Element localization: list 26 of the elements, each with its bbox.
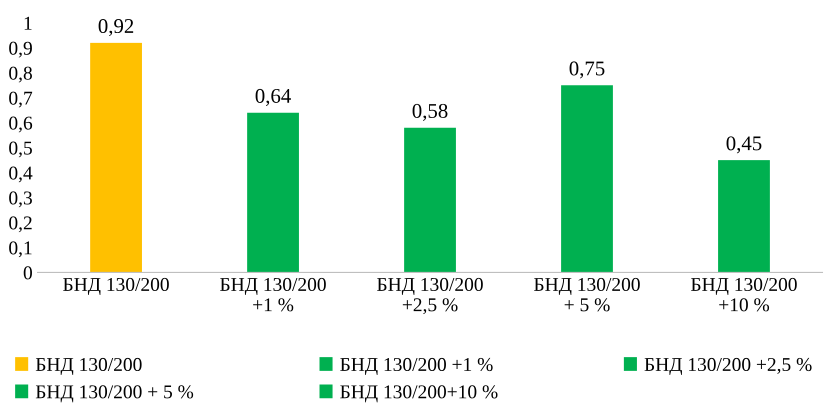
data-label: 0,45 bbox=[726, 136, 762, 154]
y-tick-label: 0,5 bbox=[9, 141, 32, 158]
y-tick-label: 0,6 bbox=[9, 116, 32, 132]
y-tick-label: 0,8 bbox=[9, 66, 32, 83]
legend-label: БНД 130/200 + 5 % bbox=[36, 385, 194, 402]
data-label: 0,64 bbox=[256, 88, 291, 106]
legend-label: БНД 130/200 +1 % bbox=[340, 358, 493, 376]
y-tick-label: 1 bbox=[24, 16, 32, 30]
data-label: 0,75 bbox=[570, 61, 604, 78]
x-tick-label: БНД 130/200 +2,5 % bbox=[377, 278, 483, 314]
x-tick-label: БНД 130/200 bbox=[63, 278, 169, 295]
legend-label: БНД 130/200 +2,5 % bbox=[644, 358, 812, 376]
x-tick-label: БНД 130/200 + 5 % bbox=[534, 278, 640, 312]
data-label: 0,92 bbox=[98, 19, 134, 36]
legend-label: БНД 130/200+10 % bbox=[340, 385, 498, 402]
y-tick-label: 0,4 bbox=[9, 166, 32, 182]
legend-label: БНД 130/200 bbox=[36, 358, 142, 376]
y-tick-label: 0 bbox=[24, 266, 32, 280]
y-tick-label: 0,2 bbox=[9, 216, 32, 232]
x-tick-label: БНД 130/200 +1 % bbox=[220, 278, 326, 312]
x-tick-label: БНД 130/200 +10 % bbox=[691, 278, 797, 312]
y-tick-label: 0,7 bbox=[9, 92, 32, 108]
y-tick-label: 0,3 bbox=[9, 191, 32, 208]
y-tick-label: 0,1 bbox=[9, 241, 32, 258]
data-label: 0,58 bbox=[412, 104, 448, 121]
y-tick-label: 0,9 bbox=[9, 42, 32, 58]
